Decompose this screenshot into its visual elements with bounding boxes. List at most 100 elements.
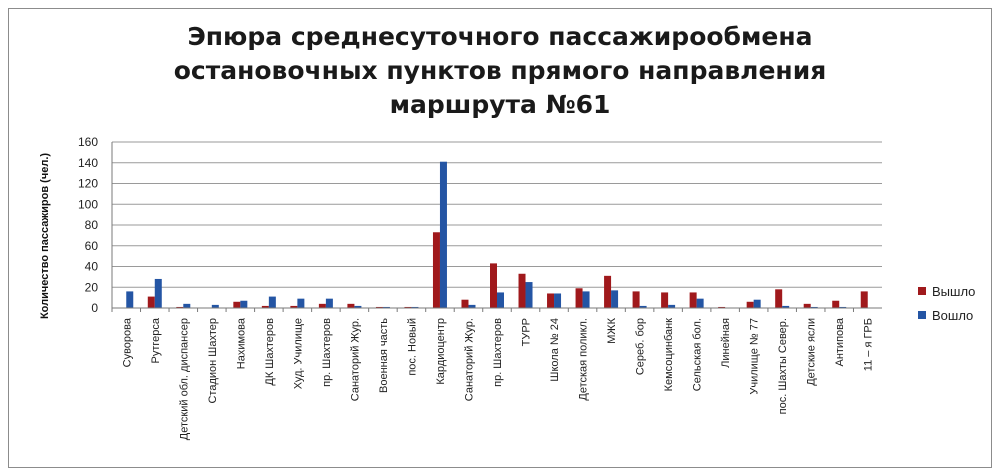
x-category-label: Детский обл. диспансер: [178, 318, 190, 440]
y-tick-label: 100: [78, 197, 98, 211]
bar-vyshlo: [632, 291, 640, 308]
bar-voshlo: [810, 306, 818, 308]
x-category-label: Сереб. бор: [635, 318, 647, 375]
bar-vyshlo: [461, 299, 469, 308]
y-tick-label: 40: [85, 260, 99, 274]
legend-swatch-voshlo: [918, 311, 926, 319]
bar-vyshlo: [775, 289, 783, 308]
bar-vyshlo: [375, 306, 383, 308]
x-category-label: пр. Шахтеров: [321, 318, 333, 387]
x-category-label: Кардиоцентр: [435, 318, 447, 385]
x-category-label: Кемсоцинбанк: [663, 318, 675, 392]
bar-vyshlo: [233, 301, 241, 308]
bar-voshlo: [382, 306, 390, 308]
x-category-label: ТУРР: [521, 318, 533, 346]
bar-vyshlo: [404, 306, 412, 308]
y-tick-label: 140: [78, 156, 98, 170]
x-category-label: Линейная: [720, 318, 732, 368]
bar-vyshlo: [575, 288, 583, 308]
legend-swatch-vyshlo: [918, 287, 926, 295]
bar-vyshlo: [147, 296, 155, 308]
x-category-label: пос. Новый: [406, 318, 418, 376]
bar-voshlo: [211, 304, 219, 308]
bar-voshlo: [354, 305, 362, 308]
bar-voshlo: [126, 291, 134, 308]
x-category-label: Санаторий Жур.: [463, 318, 475, 401]
chart-title: Эпюра среднесуточного пассажирообмена ос…: [173, 22, 827, 119]
y-tick-label: 0: [91, 301, 98, 315]
legend-label-vyshlo: Вышло: [932, 283, 976, 299]
legend-item-voshlo: Вошло: [918, 305, 975, 325]
bar-vyshlo: [689, 292, 697, 308]
bar-vyshlo: [860, 291, 868, 308]
x-category-label: Суворова: [121, 317, 133, 367]
x-category-label: Санаторий Жур.: [349, 318, 361, 401]
x-category-label: Стадион Шахтер: [207, 318, 219, 404]
x-category-label: Нахимова: [235, 317, 247, 369]
bar-voshlo: [297, 298, 305, 308]
bar-voshlo: [525, 282, 533, 308]
x-category-label: Школа № 24: [549, 318, 561, 382]
x-category-label: Детская поликл.: [578, 318, 590, 401]
x-category-label: МЖК: [606, 317, 618, 343]
legend-label-voshlo: Вошло: [932, 307, 974, 323]
bar-voshlo: [668, 304, 676, 308]
bar-vyshlo: [661, 292, 669, 308]
bar-voshlo: [468, 304, 476, 308]
bar-voshlo: [839, 306, 847, 308]
bar-vyshlo: [547, 293, 555, 308]
bar-voshlo: [183, 303, 191, 308]
bar-voshlo: [411, 306, 419, 308]
x-category-label: Антипова: [834, 317, 846, 366]
x-axis-categories: Суворова Рутгерса Детский обл. диспансер Ст…: [111, 307, 882, 440]
y-tick-label: 160: [78, 135, 98, 149]
legend: Вышло Вошло: [918, 281, 975, 329]
y-axis-label: Количество пассажиров (чел.): [39, 153, 51, 319]
bar-vyshlo: [261, 305, 269, 308]
bar-vyshlo: [746, 301, 754, 308]
bar-voshlo: [154, 278, 162, 308]
x-category-label: Сельская бол.: [692, 318, 704, 391]
x-category-label: Училище № 77: [749, 318, 761, 395]
bar-voshlo: [325, 298, 333, 308]
bar-voshlo: [240, 300, 248, 308]
y-tick-label: 80: [85, 218, 99, 232]
bar-vyshlo: [718, 306, 726, 308]
bar-voshlo: [268, 296, 276, 308]
bar-voshlo: [753, 299, 761, 308]
y-tick-label: 60: [85, 239, 99, 253]
bar-voshlo: [439, 161, 447, 308]
bar-voshlo: [497, 292, 504, 308]
bar-voshlo: [696, 298, 704, 308]
y-tick-label: 20: [85, 280, 99, 294]
x-category-label: Рутгерса: [150, 317, 162, 363]
x-category-label: ДК Шахтеров: [264, 318, 276, 386]
chart-frame: [8, 8, 992, 468]
x-category-label: пос. Шахты Север.: [777, 318, 789, 414]
x-category-label: Военная часть: [378, 318, 390, 393]
x-category-label: Детские ясли: [806, 318, 818, 386]
bar-voshlo: [582, 291, 590, 308]
bar-voshlo: [639, 305, 647, 308]
bar-vyshlo: [318, 303, 326, 308]
x-category-label: пр. Шахтеров: [492, 318, 504, 387]
bar-vyshlo: [490, 263, 497, 308]
bar-vyshlo: [176, 306, 184, 308]
bar-vyshlo: [518, 273, 526, 308]
bar-voshlo: [611, 290, 619, 308]
bar-vyshlo: [604, 275, 612, 308]
bar-vyshlo: [432, 232, 440, 308]
bar-voshlo: [554, 293, 562, 308]
bars: [126, 161, 868, 308]
y-tick-label: 120: [78, 177, 98, 191]
x-category-label: 11 – я ГРБ: [863, 318, 875, 371]
legend-item-vyshlo: Вышло: [918, 281, 975, 301]
bar-vyshlo: [290, 305, 298, 308]
x-category-label: Худ. Училище: [292, 318, 304, 389]
bar-vyshlo: [832, 300, 840, 308]
y-axis-ticks: 0 20 40 60 80 100 120 140 160: [78, 135, 98, 315]
bar-vyshlo: [803, 303, 811, 308]
bar-voshlo: [782, 305, 790, 308]
bar-vyshlo: [347, 303, 355, 308]
